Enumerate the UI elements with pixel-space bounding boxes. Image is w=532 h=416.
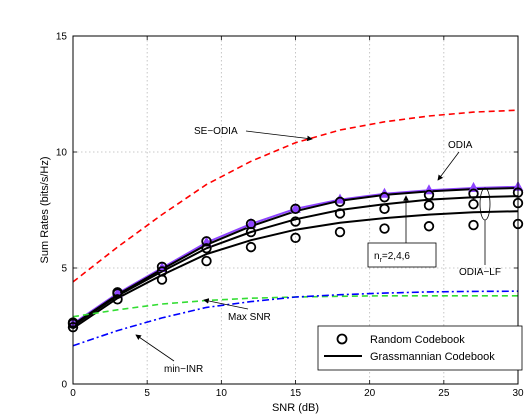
annotation-layer: SE−ODIA ODIA nr=2,4,6 ODIA−LF Max SNR mi… <box>135 126 501 375</box>
y-tick-label-3: 15 <box>56 32 68 43</box>
series-line-5 <box>72 295 518 318</box>
arrow-odia <box>437 151 460 181</box>
random-codebook-point-2-5 <box>290 232 301 244</box>
legend-circle-marker-icon <box>336 333 348 345</box>
series-line-3 <box>72 195 519 327</box>
annotation-nr-values: =2,4,6 <box>382 251 411 262</box>
annotation-nr-n: n <box>374 251 380 262</box>
random-codebook-point-2-8 <box>423 221 435 232</box>
annotation-odia: ODIA <box>448 140 473 151</box>
random-codebook-point-2-4 <box>245 241 257 253</box>
random-codebook-point-2-9 <box>468 219 479 231</box>
annotation-max-snr: Max SNR <box>228 312 271 323</box>
legend-box <box>317 325 523 371</box>
random-codebook-point-1-5 <box>290 216 301 227</box>
random-codebook-point-1-7 <box>379 203 390 215</box>
random-codebook-point-0-8 <box>423 189 435 201</box>
random-codebook-point-2-3 <box>201 255 212 267</box>
random-codebook-point-2-2 <box>156 274 168 285</box>
random-codebook-point-0-5 <box>290 203 301 215</box>
arrow-se-odia <box>245 130 313 142</box>
random-codebook-point-1-9 <box>468 198 479 210</box>
x-tick-label-6: 30 <box>512 388 524 399</box>
x-tick-label-4: 20 <box>364 388 376 399</box>
x-tick-label-5: 25 <box>438 388 450 399</box>
random-codebook-point-0-7 <box>379 192 390 203</box>
annotation-min-inr: min−INR <box>164 364 203 375</box>
axes-layer: 0 5 10 15 20 25 30 0 5 10 15 SNR (dB) Sum Rates (bit… <box>39 32 524 415</box>
y-tick-label-2: 10 <box>56 148 68 159</box>
arrow-min-inr <box>135 334 175 362</box>
y-tick-label-0: 0 <box>61 380 67 391</box>
annotation-se-odia: SE−ODIA <box>194 126 238 137</box>
random-codebook-point-0-3 <box>201 236 212 247</box>
annotation-nr: nr=2,4,6 <box>374 251 410 264</box>
random-codebook-point-1-4 <box>245 226 257 238</box>
random-codebook-point-1-8 <box>423 200 435 211</box>
legend-label-grassmannian: Grassmannian Codebook <box>370 351 495 363</box>
series-line-0 <box>72 109 519 283</box>
random-codebook-point-2-6 <box>334 226 346 238</box>
annotation-odia-lf-ellipse <box>479 187 491 221</box>
legend-label-random: Random Codebook <box>370 334 465 346</box>
annotation-odia-lf: ODIA−LF <box>459 267 501 278</box>
random-codebook-point-2-1 <box>112 294 123 305</box>
series-line-4 <box>72 210 519 330</box>
random-codebook-point-1-3 <box>201 243 212 254</box>
markers-layer <box>67 180 524 333</box>
random-codebook-point-2-7 <box>379 223 390 234</box>
annotation-nr-sub: r <box>380 257 383 264</box>
x-tick-label-0: 0 <box>70 388 76 399</box>
random-codebook-point-1-6 <box>334 208 346 219</box>
x-axis-label: SNR (dB) <box>272 402 319 414</box>
y-axis-label: Sum Rates (bits/s/Hz) <box>39 157 51 264</box>
x-tick-label-1: 5 <box>144 388 150 399</box>
arrow-max-snr <box>203 298 249 310</box>
random-codebook-point-0-2 <box>156 261 168 273</box>
series-line-6 <box>72 290 519 347</box>
random-codebook-point-0-6 <box>334 196 346 208</box>
random-codebook-point-0-9 <box>468 188 479 199</box>
legend: Random Codebook Grassmannian Codebook <box>317 325 523 371</box>
x-tick-label-2: 10 <box>216 388 228 399</box>
random-codebook-point-1-1 <box>112 288 123 299</box>
annotation-nr-box <box>367 242 437 268</box>
y-tick-label-1: 5 <box>61 264 67 275</box>
x-tick-label-3: 15 <box>290 388 302 399</box>
